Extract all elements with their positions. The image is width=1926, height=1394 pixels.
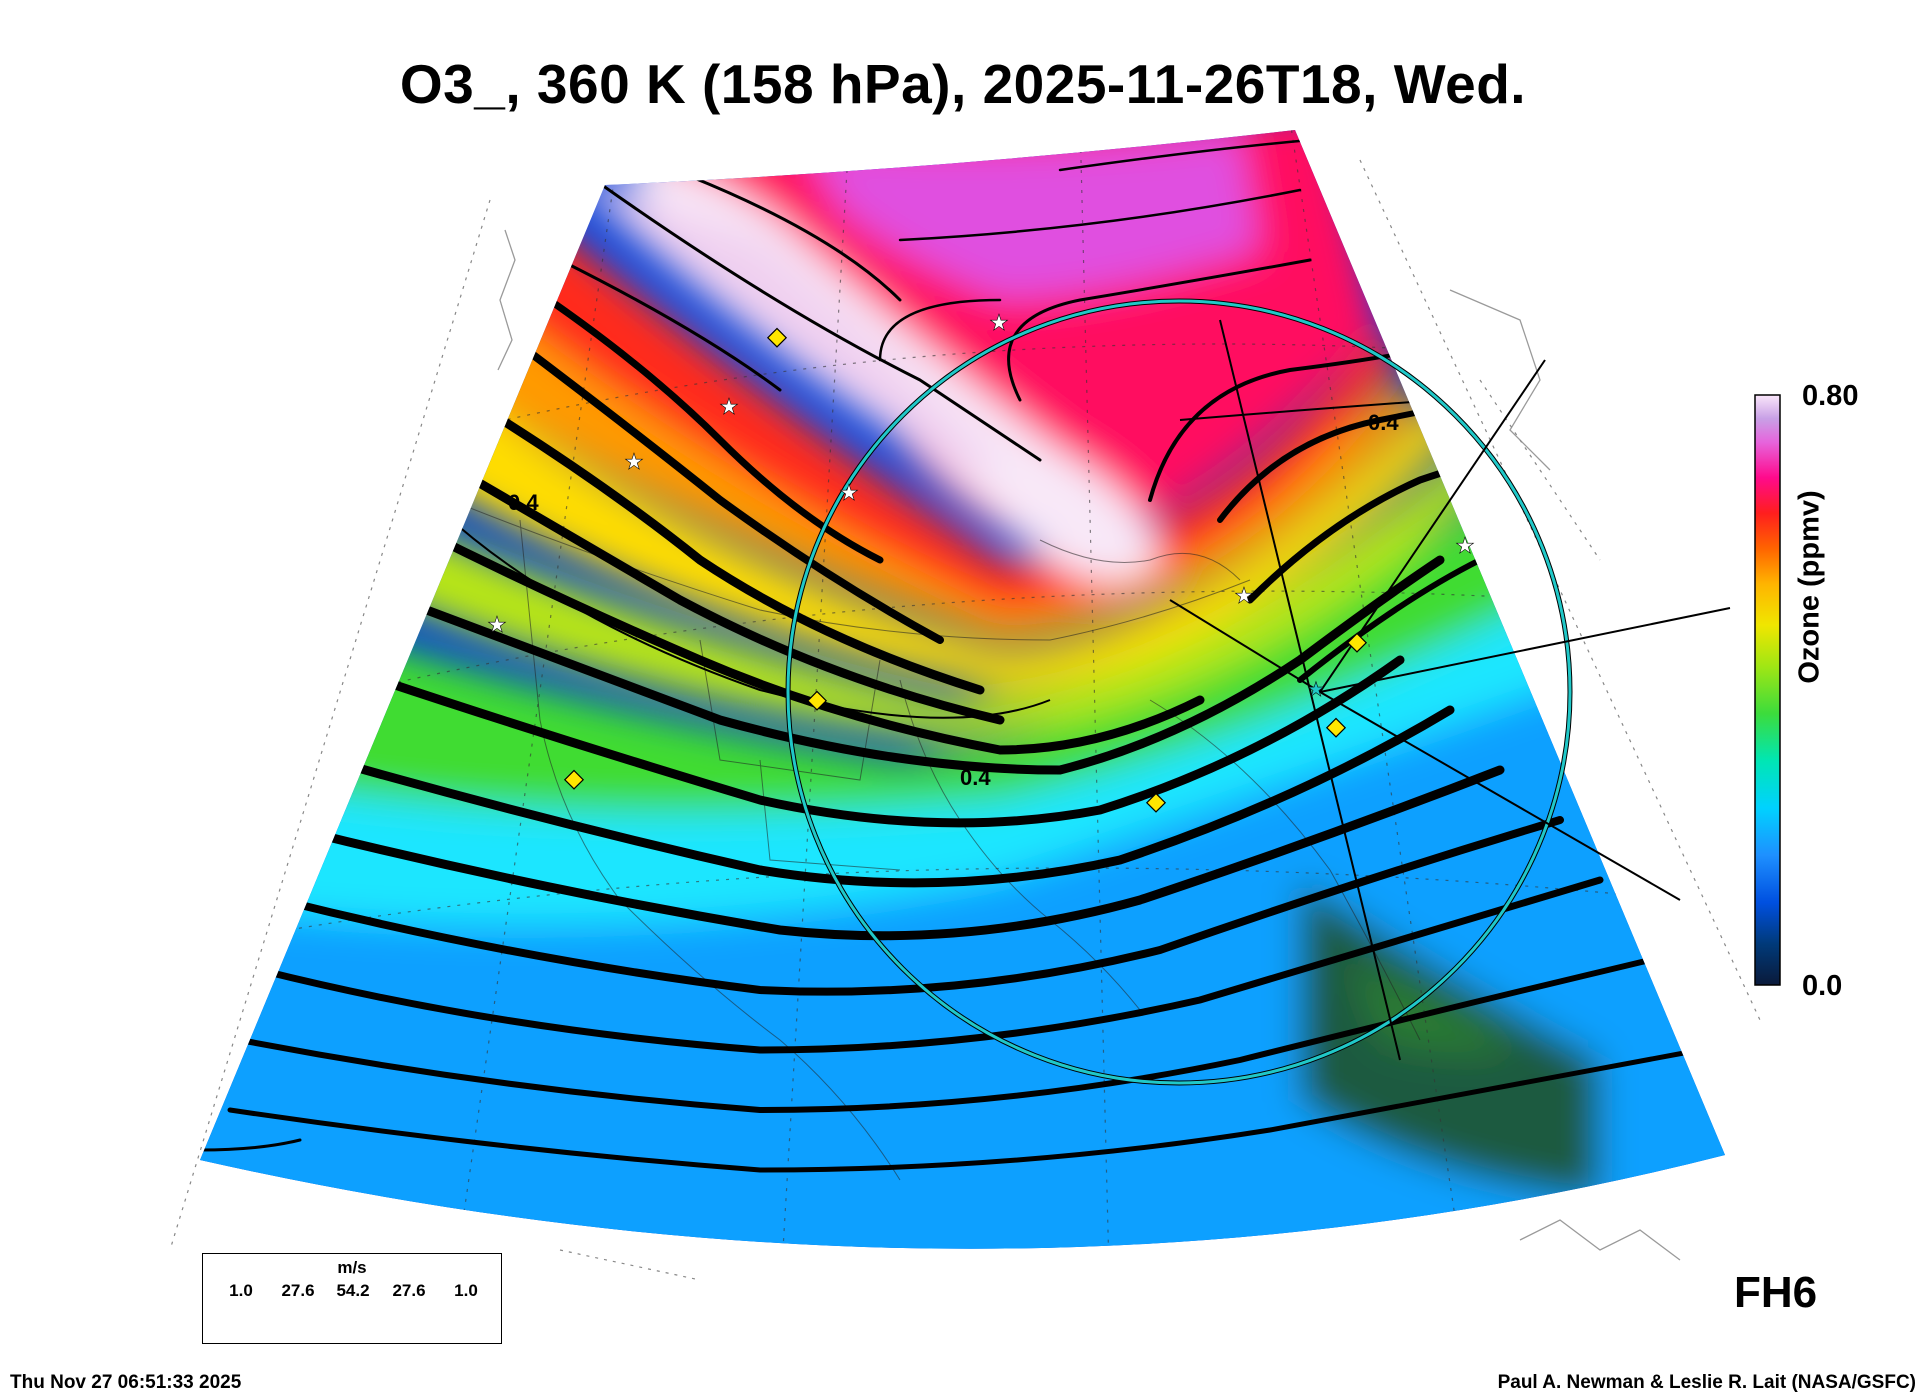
diamond-marker bbox=[563, 327, 1368, 813]
contour-label-south: 0.4 bbox=[960, 765, 991, 790]
forecast-hour-label: FH6 bbox=[1734, 1268, 1818, 1317]
wind-legend-speed: 27.6 bbox=[281, 1281, 315, 1300]
colorbar bbox=[1754, 394, 1781, 986]
star-marker: ★ ★ ★ ★ ★ ★ ★ bbox=[487, 311, 1475, 639]
colorbar-min-label: 0.0 bbox=[1802, 970, 1843, 1002]
svg-text:★: ★ bbox=[1234, 584, 1254, 609]
svg-text:★: ★ bbox=[839, 481, 859, 506]
map-title: O3_, 360 K (158 hPa), 2025-11-26T18, Wed… bbox=[399, 53, 1527, 115]
svg-text:★: ★ bbox=[989, 311, 1009, 336]
svg-text:★: ★ bbox=[624, 450, 644, 475]
svg-text:★: ★ bbox=[487, 613, 507, 638]
ozone-contours bbox=[439, 399, 1441, 719]
outer-gridlines bbox=[169, 159, 1761, 1281]
wind-legend-speed: 27.6 bbox=[392, 1281, 426, 1300]
station-markers: ★ ★ ★ ★ ★ ★ ★ ★ bbox=[487, 311, 1475, 813]
lat-lon-gridlines bbox=[229, 130, 1681, 1249]
wind-speed-legend: m/s 1.0 27.6 54.2 27.6 1.0 bbox=[202, 1253, 502, 1344]
colorbar-axis-label: Ozone (ppmv) bbox=[1793, 490, 1826, 684]
wind-legend-unit: m/s bbox=[337, 1258, 367, 1277]
colorbar-max-label: 0.80 bbox=[1802, 380, 1859, 412]
outer-coastlines bbox=[497, 229, 1681, 1261]
wind-legend-speed: 1.0 bbox=[454, 1281, 478, 1300]
wind-legend-speed: 1.0 bbox=[229, 1281, 253, 1300]
svg-text:★: ★ bbox=[719, 395, 739, 420]
generation-timestamp: Thu Nov 27 06:51:33 2025 bbox=[10, 1372, 242, 1393]
svg-text:★: ★ bbox=[1307, 677, 1325, 701]
ring-center-marker: ★ bbox=[1307, 677, 1326, 702]
range-ring bbox=[785, 298, 1573, 1086]
contour-label-north: 0.4 bbox=[1368, 410, 1399, 435]
credit-line: Paul A. Newman & Leslie R. Lait (NASA/GS… bbox=[1497, 1372, 1916, 1393]
svg-text:★: ★ bbox=[1455, 534, 1475, 559]
contour-label-west: 0.4 bbox=[508, 490, 539, 515]
wind-legend-speed: 54.2 bbox=[336, 1281, 370, 1300]
